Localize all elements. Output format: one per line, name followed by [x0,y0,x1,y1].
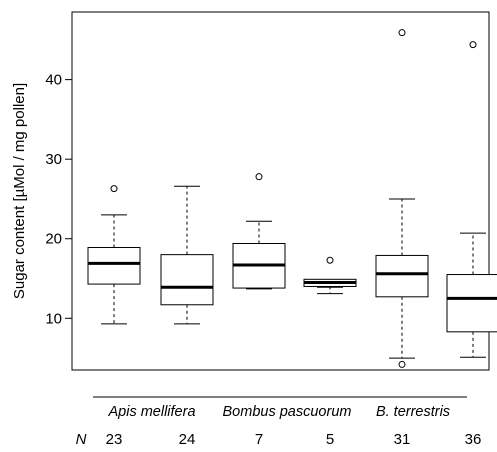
box-iqr [375,254,429,298]
y-axis: 10 20 30 40 [45,72,72,327]
box-iqr [160,254,214,306]
n-row-label: N [76,431,87,448]
outlier-point [469,41,477,49]
box-group [160,185,214,325]
outlier-point [255,173,263,181]
outlier-point [398,360,406,368]
y-axis-label: Sugar content [µMol / mg pollen] [11,83,28,299]
box-group [303,256,357,295]
n-value: 7 [255,431,263,448]
box-group [446,41,497,358]
n-row: 23 24 7 5 31 36 [106,431,482,448]
plot-frame [71,11,490,371]
outlier-point [110,185,118,193]
boxes-layer [87,29,497,368]
box-group [375,29,429,368]
y-tick-label: 40 [45,72,62,89]
n-value: 23 [106,431,123,448]
y-tick-label: 30 [45,151,62,168]
group-label-apis-mellifera: Apis mellifera [107,404,195,420]
box-group [87,185,141,325]
box-iqr [87,246,141,285]
y-tick-label: 20 [45,231,62,248]
outlier-point [398,29,406,37]
outlier-point [326,256,334,264]
n-value: 24 [179,431,196,448]
box-group [232,173,286,290]
y-tick-label: 10 [45,310,62,327]
n-value: 31 [394,431,411,448]
n-value: 36 [465,431,482,448]
n-value: 5 [326,431,334,448]
group-label-b-terrestris: B. terrestris [376,404,450,420]
group-label-bombus-pascuorum: Bombus pascuorum [223,404,352,420]
box-iqr [446,274,497,333]
